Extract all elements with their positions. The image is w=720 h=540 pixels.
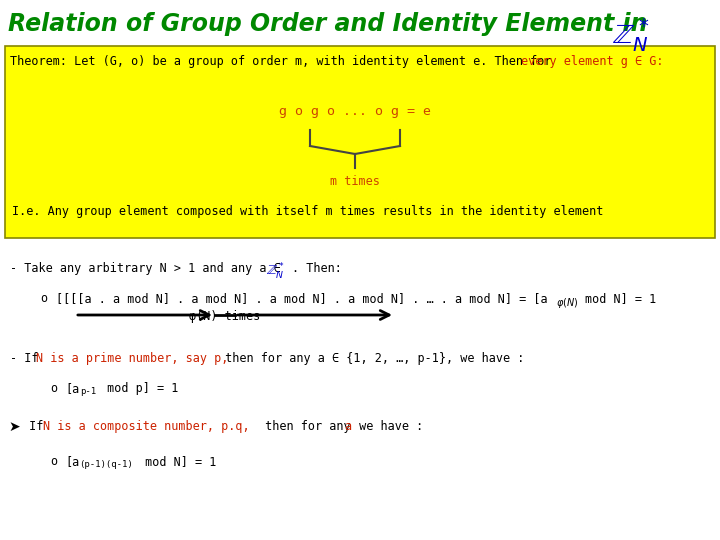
- Text: o: o: [50, 455, 57, 468]
- FancyBboxPatch shape: [5, 46, 715, 238]
- Text: m times: m times: [330, 175, 380, 188]
- Text: φ(N) times: φ(N) times: [189, 310, 261, 323]
- Text: o: o: [50, 382, 57, 395]
- Text: I.e. Any group element composed with itself m times results in the identity elem: I.e. Any group element composed with its…: [12, 205, 603, 218]
- Text: every element g ∈ G:: every element g ∈ G:: [521, 55, 664, 68]
- Text: N is a prime number, say p,: N is a prime number, say p,: [36, 352, 228, 365]
- Text: o: o: [40, 292, 47, 305]
- Text: (p-1)(q-1): (p-1)(q-1): [79, 460, 132, 469]
- Text: mod N] = 1: mod N] = 1: [585, 292, 656, 305]
- Text: $\varphi(N)$: $\varphi(N)$: [556, 296, 578, 310]
- Text: . Then:: . Then:: [292, 262, 342, 275]
- Text: a: a: [344, 420, 351, 433]
- Text: - If: - If: [10, 352, 45, 365]
- Text: $\mathbb{Z}^*_N$: $\mathbb{Z}^*_N$: [266, 262, 285, 282]
- Text: mod p] = 1: mod p] = 1: [100, 382, 179, 395]
- Text: then for any: then for any: [258, 420, 358, 433]
- Text: we have :: we have :: [352, 420, 423, 433]
- Text: $\mathbb{Z}^*_N$: $\mathbb{Z}^*_N$: [612, 16, 649, 54]
- Text: then for any a ∈ {1, 2, …, p-1}, we have :: then for any a ∈ {1, 2, …, p-1}, we have…: [218, 352, 524, 365]
- Text: [a: [a: [65, 455, 79, 468]
- Text: mod N] = 1: mod N] = 1: [138, 455, 217, 468]
- Text: N is a composite number, p.q,: N is a composite number, p.q,: [43, 420, 250, 433]
- Text: [a: [a: [65, 382, 79, 395]
- Text: If: If: [22, 420, 50, 433]
- Text: p-1: p-1: [80, 387, 96, 396]
- Text: ➤: ➤: [8, 420, 19, 434]
- Text: [[[[a . a mod N] . a mod N] . a mod N] . a mod N] . … . a mod N] = [a: [[[[a . a mod N] . a mod N] . a mod N] .…: [56, 292, 548, 305]
- Text: Theorem: Let (G, o) be a group of order m, with identity element e. Then for: Theorem: Let (G, o) be a group of order …: [10, 55, 559, 68]
- Text: - Take any arbitrary N > 1 and any a ∈: - Take any arbitrary N > 1 and any a ∈: [10, 262, 288, 275]
- Text: Relation of Group Order and Identity Element in: Relation of Group Order and Identity Ele…: [8, 12, 656, 36]
- Text: g o g o ... o g = e: g o g o ... o g = e: [279, 105, 431, 118]
